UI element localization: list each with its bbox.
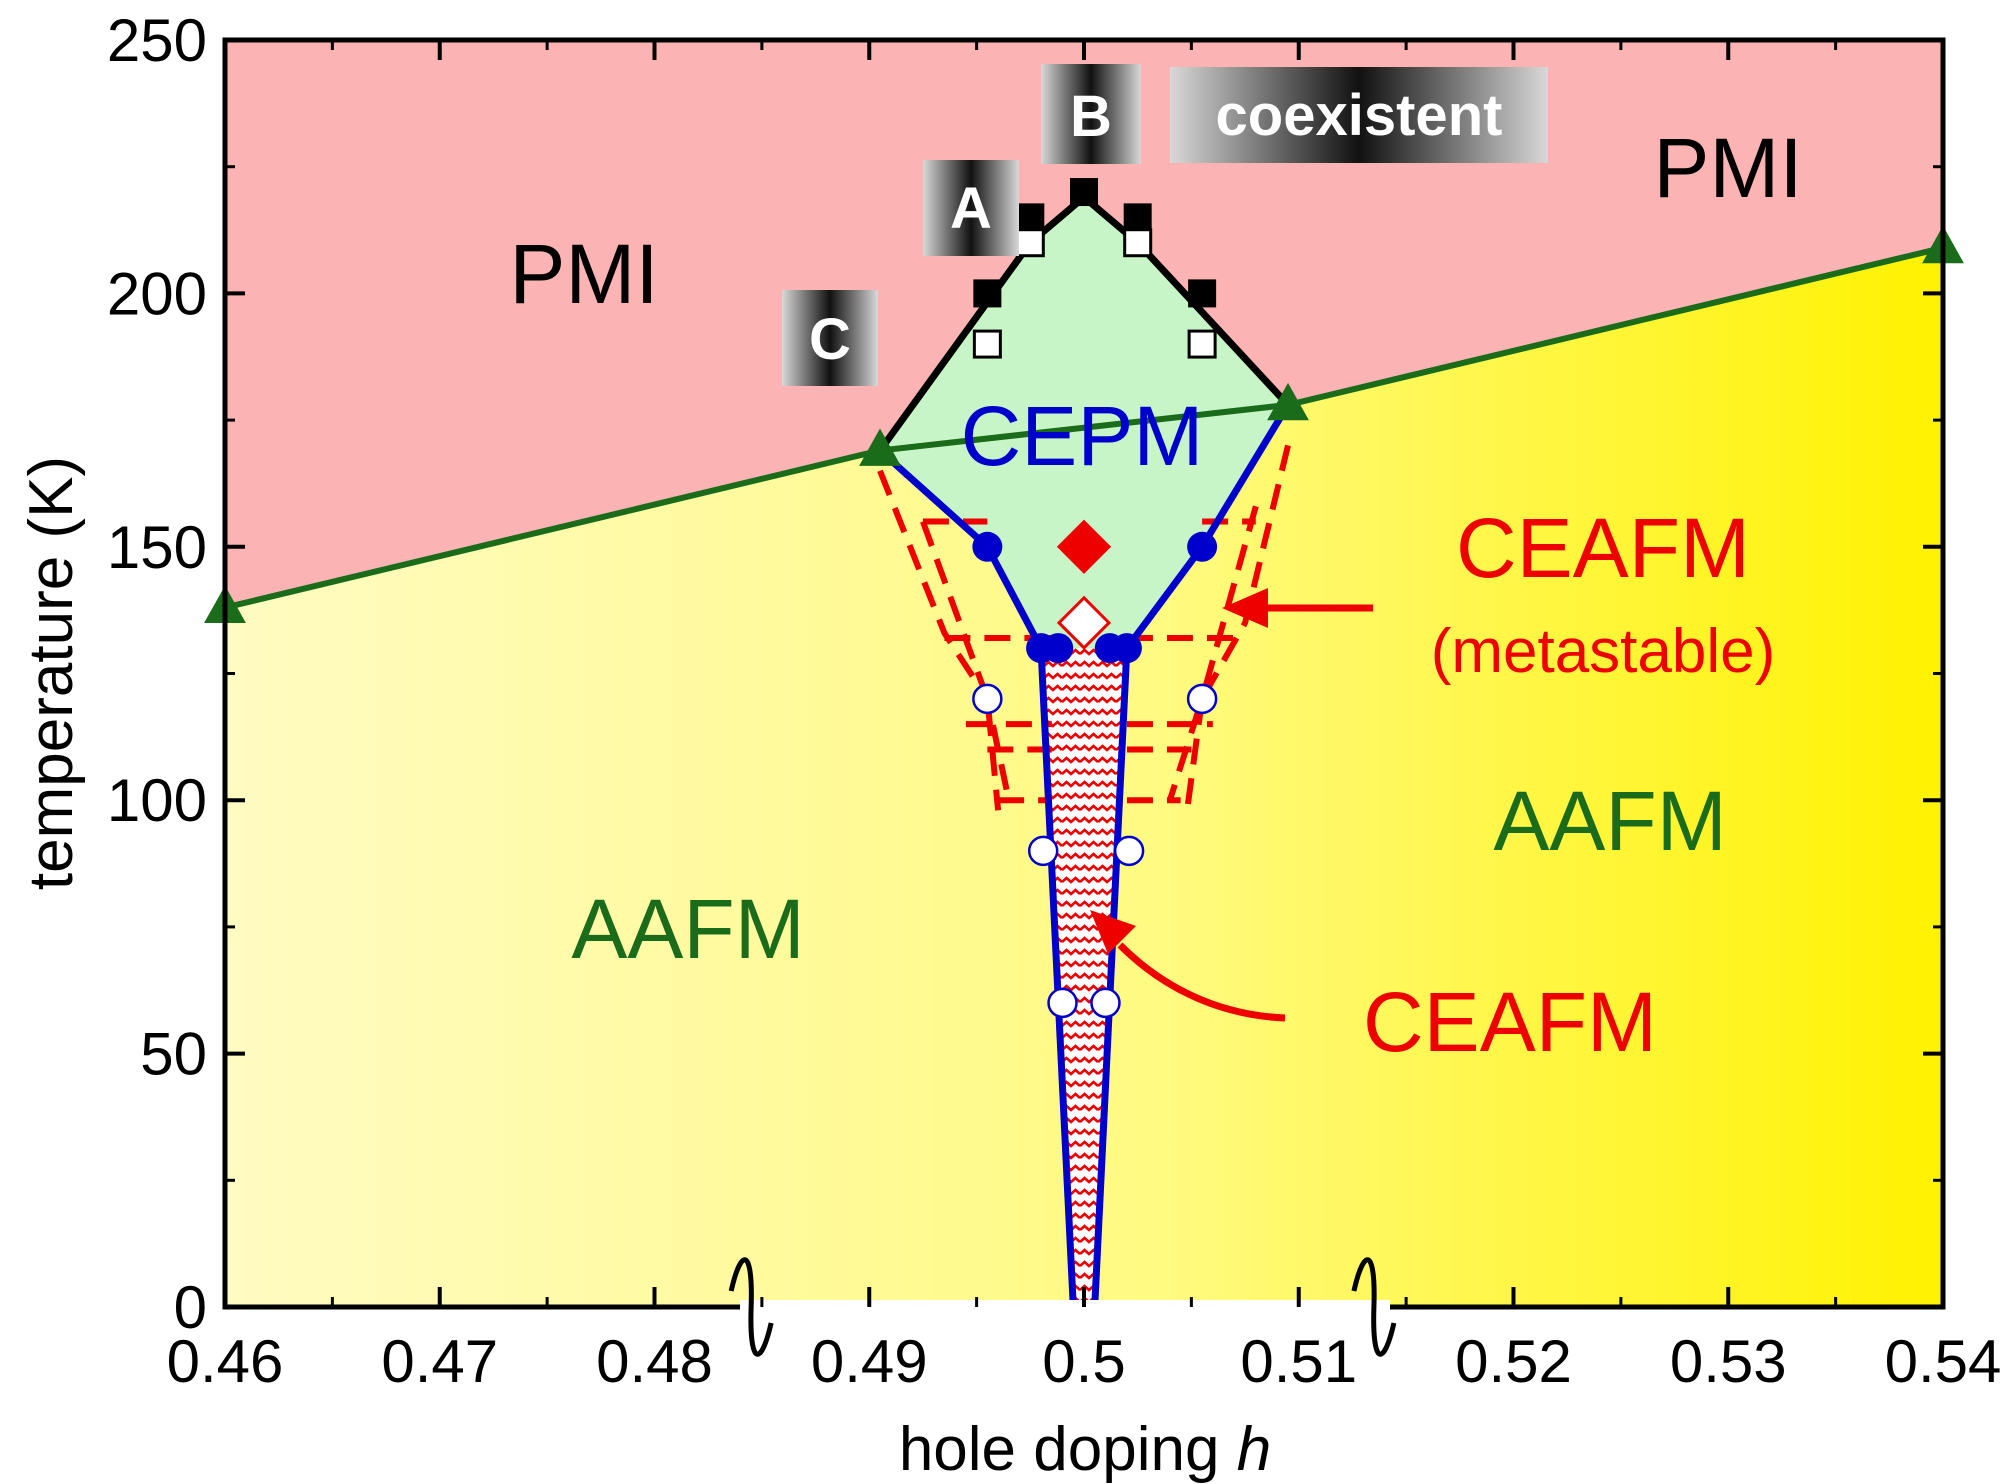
- filled-square-marker: [1123, 203, 1152, 232]
- axis-break-mark: [728, 1257, 774, 1357]
- axis-break-mark: [1351, 1257, 1397, 1357]
- x-tick-label: 0.53: [1670, 1328, 1787, 1395]
- tick-labels: 0.46 0.47 0.48 0.49 0.5 0.51 0.52 0.53 0.54 0 50 10…: [107, 7, 2002, 1395]
- cepm-right-boundary-line: [1091, 403, 1291, 1308]
- open-square-marker: [972, 329, 1002, 359]
- ceafm-metastable-label: CEAFM: [1456, 501, 1750, 595]
- y-tick-label: 150: [107, 514, 207, 581]
- dashed-boundary: [920, 520, 1002, 811]
- ceafm-hatched-region: [1041, 648, 1127, 1307]
- pmi-right-label: PMI: [1653, 121, 1802, 215]
- metastable-dashed-lines: [877, 444, 1291, 811]
- badge-a: A: [923, 160, 1019, 256]
- svg-text:A: A: [950, 176, 992, 241]
- y-tick-label: 50: [140, 1021, 207, 1088]
- filled-circle-marker: [1043, 633, 1074, 664]
- y-tick-label: 100: [107, 767, 207, 834]
- svg-text:coexistent: coexistent: [1216, 83, 1503, 148]
- x-tick-label: 0.47: [381, 1328, 498, 1395]
- ceafm-label: CEAFM: [1363, 975, 1657, 1069]
- open-square-marker: [1123, 228, 1153, 258]
- y-tick-label: 250: [107, 7, 207, 74]
- open-circle-marker: [1186, 683, 1218, 715]
- filled-square-marker: [973, 279, 1002, 308]
- open-circle-marker: [972, 683, 1003, 715]
- badge-b: B: [1041, 64, 1141, 164]
- open-circle-marker: [1047, 987, 1078, 1019]
- filled-diamond-marker: [1056, 519, 1112, 574]
- x-tick-label: 0.54: [1885, 1328, 2002, 1395]
- cepm-label: CEPM: [961, 389, 1204, 483]
- open-square-marker: [1187, 329, 1217, 359]
- axis-break-gap: [740, 1300, 1390, 1314]
- open-diamond-marker: [1056, 595, 1112, 650]
- svg-text:C: C: [809, 307, 851, 372]
- y-tick-label: 200: [107, 260, 207, 327]
- x-tick-label: 0.51: [1240, 1328, 1357, 1395]
- badge-coexistent: coexistent: [1170, 67, 1548, 163]
- axis-ticks: [223, 38, 1945, 1309]
- open-circle-marker: [1090, 987, 1121, 1019]
- aafm-right-label: AAFM: [1493, 774, 1726, 868]
- triangle-marker: [1267, 382, 1309, 421]
- filled-square-marker: [1070, 178, 1098, 207]
- open-circle-marker: [1027, 835, 1059, 867]
- metastable-arrow: [1222, 588, 1373, 628]
- cepm-left-boundary-line: [877, 447, 1077, 1308]
- x-axis-title: hole doping h: [899, 1415, 1271, 1484]
- filled-square-marker: [1188, 279, 1217, 308]
- open-square-marker: [1015, 228, 1045, 258]
- x-tick-label: 0.46: [167, 1328, 284, 1395]
- open-circle-marker: [1113, 835, 1145, 867]
- filled-circle-marker: [1187, 531, 1218, 562]
- pmi-left-label: PMI: [509, 227, 658, 321]
- metastable-note: (metastable): [1431, 617, 1776, 686]
- badge-c: C: [782, 290, 878, 386]
- x-tick-label: 0.52: [1455, 1328, 1572, 1395]
- x-tick-label: 0.49: [811, 1328, 928, 1395]
- filled-circle-marker: [972, 531, 1003, 562]
- aafm-left-label: AAFM: [571, 882, 804, 976]
- filled-circle-marker: [1111, 633, 1142, 664]
- filled-square-marker: [1016, 203, 1045, 232]
- pmi-boundary-line: [224, 244, 1944, 611]
- triangle-marker: [859, 428, 901, 466]
- y-tick-label: 0: [174, 1274, 207, 1341]
- x-tick-label: 0.48: [596, 1328, 713, 1395]
- data-markers: [204, 178, 1964, 1019]
- ceafm-arrow: [1090, 910, 1286, 1022]
- x-tick-label: 0.5: [1042, 1328, 1125, 1395]
- svg-text:B: B: [1070, 84, 1112, 149]
- y-axis-title: temperature (K): [17, 456, 86, 890]
